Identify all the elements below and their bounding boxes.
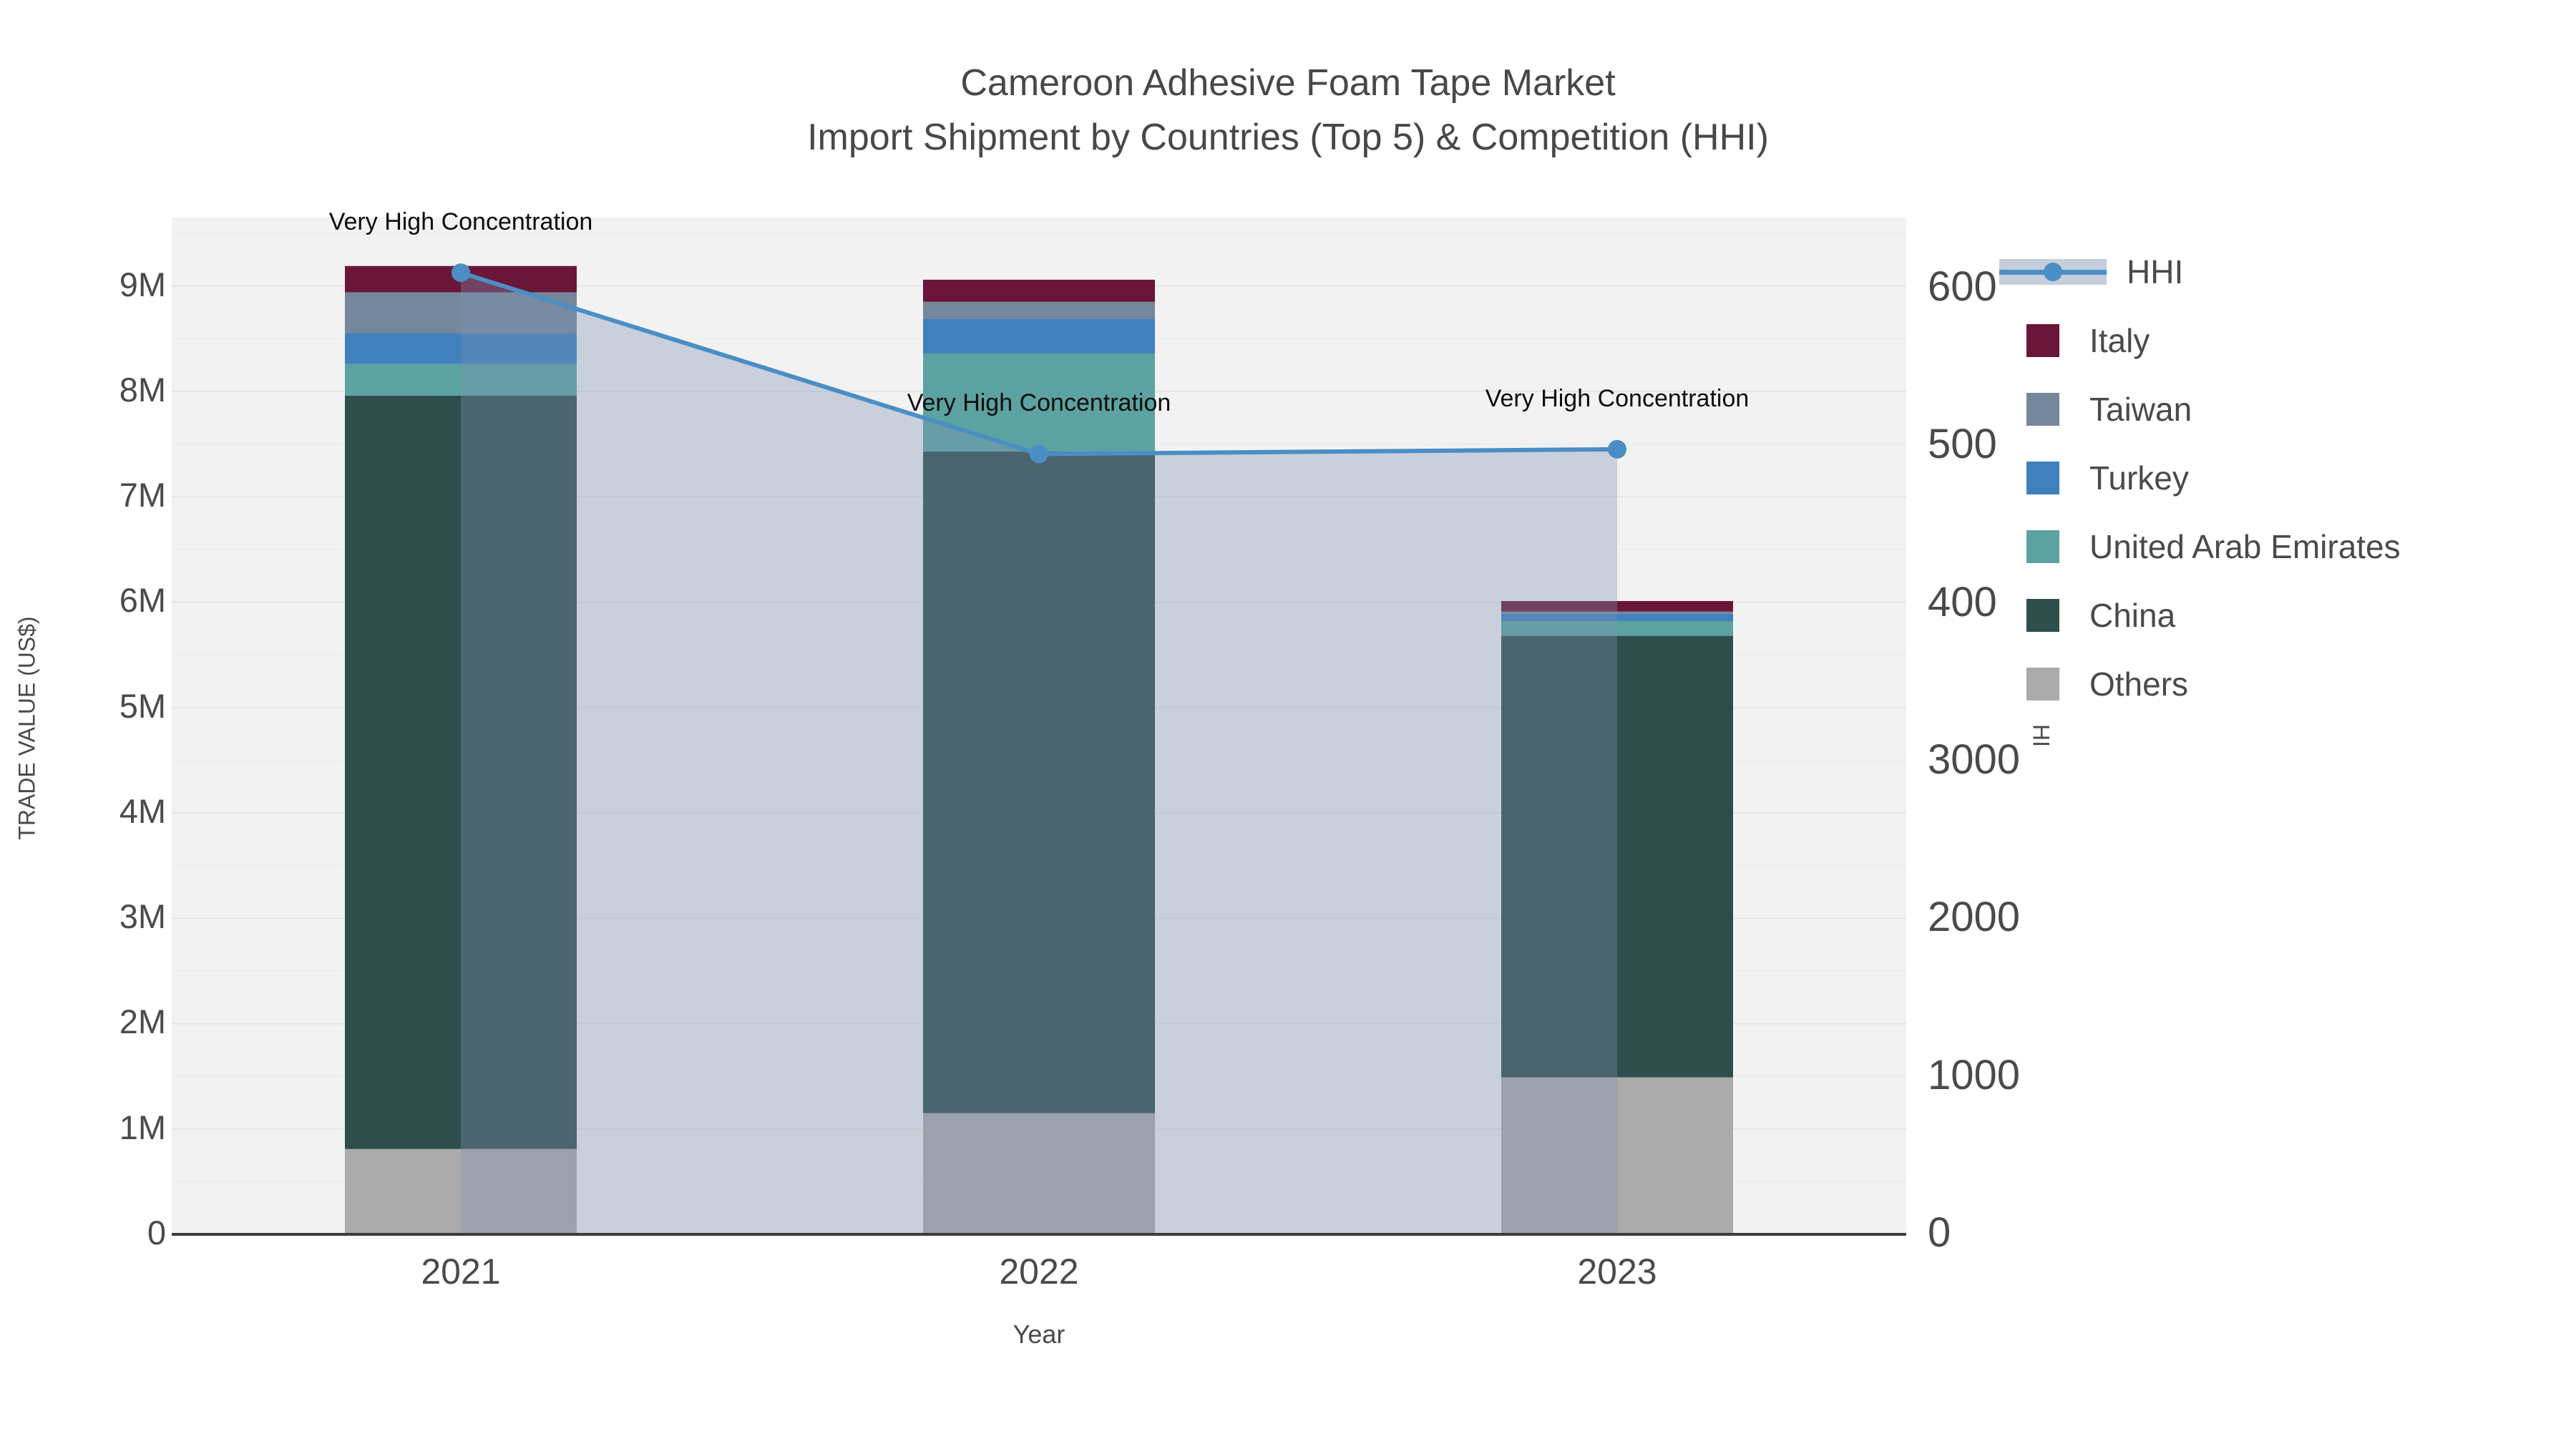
bar-segment-united-arab-emirates-2022 [923,353,1155,452]
legend-swatch-taiwan [2026,393,2059,426]
legend-label: Turkey [2089,459,2189,497]
bar-segment-taiwan-2023 [1501,611,1733,614]
hhi-line-icon [1999,259,2107,285]
hhi-marker-2023 [1608,439,1626,459]
bar-segment-italy-2022 [923,279,1155,302]
legend-label: China [2089,597,2176,634]
y-tick-2M: 2M [119,1002,166,1041]
annotation-2023: Very High Concentration [1485,384,1750,412]
hhi-marker-2022 [1030,444,1048,464]
bar-segment-united-arab-emirates-2023 [1501,620,1733,636]
chart-title-line1: Cameroon Adhesive Foam Tape Market [960,62,1616,104]
y2-tick-1000: 1000 [1928,1051,2021,1098]
bar-segment-turkey-2023 [1501,613,1733,621]
y2-tick-0: 0 [1928,1209,1951,1256]
legend-label: Taiwan [2089,391,2192,428]
y-tick-4M: 4M [119,791,166,830]
x-tick-2022: 2022 [999,1252,1079,1292]
y-tick-6M: 6M [119,581,166,620]
bar-segment-united-arab-emirates-2021 [345,364,577,396]
legend-label: Others [2089,665,2189,703]
legend: HHI Italy Taiwan Turkey United Arab Emirates… [1996,233,2569,726]
chart-title-line2: Import Shipment by Countries (Top 5) & C… [807,117,1769,158]
hhi-marker-2021 [452,263,470,283]
legend-swatch-china [2026,599,2059,632]
y-tick-5M: 5M [119,686,166,725]
bar-segment-taiwan-2022 [923,301,1155,319]
legend-swatch-others [2026,668,2059,701]
y-tick-7M: 7M [119,476,166,514]
bar-segment-turkey-2021 [345,333,577,364]
y-tick-1M: 1M [119,1108,166,1146]
legend-label: HHI [2127,253,2184,291]
bar-segment-others-2022 [923,1113,1155,1234]
y-axis-title: TRADE VALUE (US$) [14,616,40,840]
bar-segment-italy-2023 [1501,601,1733,612]
bar-segment-turkey-2022 [923,318,1155,353]
legend-swatch-italy [2026,324,2059,357]
bar-segment-china-2023 [1501,635,1733,1078]
legend-label: United Arab Emirates [2089,528,2401,565]
legend-item-taiwan[interactable]: Taiwan [1996,375,2569,444]
legend-item-united-arab-emirates[interactable]: United Arab Emirates [1996,512,2569,581]
y-tick-9M: 9M [119,265,166,303]
legend-swatch-turkey [2026,462,2059,494]
legend-item-turkey[interactable]: Turkey [1996,444,2569,512]
x-axis-title: Year [1013,1319,1065,1349]
legend-item-china[interactable]: China [1996,581,2569,650]
annotation-2021: Very High Concentration [328,208,593,236]
legend-item-others[interactable]: Others [1996,650,2569,718]
y-tick-8M: 8M [119,370,166,409]
chart-title: Cameroon Adhesive Foam Tape Market Impor… [0,56,2576,165]
y2-tick-2000: 2000 [1928,894,2021,941]
x-tick-2021: 2021 [421,1252,501,1292]
legend-swatch-united-arab-emirates [2026,530,2059,563]
bar-segment-china-2022 [923,451,1155,1113]
bar-segment-taiwan-2021 [345,292,577,333]
legend-item-hhi[interactable]: HHI [1996,238,2569,306]
y-tick-3M: 3M [119,897,166,936]
hhi-marker-swatch [2044,263,2062,281]
legend-label: Italy [2089,322,2150,359]
bar-segment-china-2021 [345,395,577,1149]
annotation-2022: Very High Concentration [907,389,1171,417]
hhi-area-fill [461,273,1617,1234]
y-tick-0: 0 [147,1214,166,1252]
y2-tick-3000: 3000 [1928,736,2021,784]
x-tick-2023: 2023 [1577,1252,1657,1292]
bar-segment-others-2021 [345,1148,577,1234]
bar-segment-others-2023 [1501,1077,1733,1234]
legend-item-italy[interactable]: Italy [1996,306,2569,375]
